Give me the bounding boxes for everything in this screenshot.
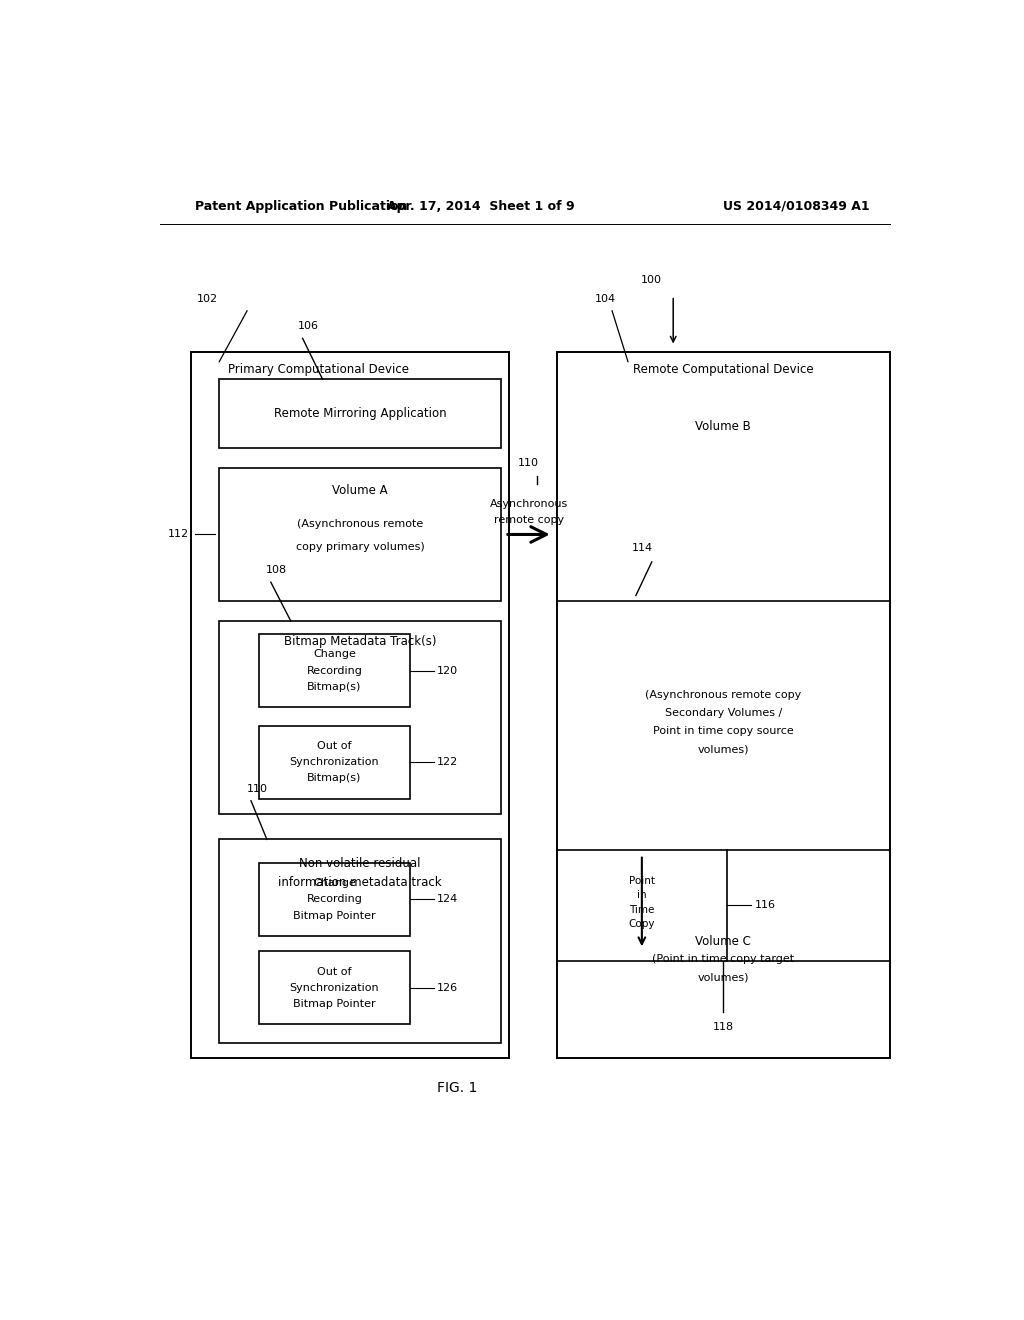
Text: 106: 106	[298, 321, 318, 331]
Text: Remote Computational Device: Remote Computational Device	[633, 363, 813, 376]
Text: Volume B: Volume B	[695, 420, 751, 433]
Text: remote copy: remote copy	[494, 515, 564, 525]
Text: Bitmap(s): Bitmap(s)	[307, 682, 361, 692]
Text: Primary Computational Device: Primary Computational Device	[228, 363, 409, 376]
Text: volumes): volumes)	[697, 973, 749, 982]
Text: Patent Application Publication: Patent Application Publication	[196, 199, 408, 213]
Text: 102: 102	[197, 293, 218, 304]
Text: Volume C: Volume C	[695, 935, 752, 948]
Text: US 2014/0108349 A1: US 2014/0108349 A1	[723, 199, 870, 213]
Text: Bitmap(s): Bitmap(s)	[307, 774, 361, 783]
Text: (Point in time copy target: (Point in time copy target	[652, 954, 795, 965]
Text: Bitmap Metadata Track(s): Bitmap Metadata Track(s)	[284, 635, 436, 648]
Text: Point in time copy source: Point in time copy source	[653, 726, 794, 737]
Text: Remote Mirroring Application: Remote Mirroring Application	[273, 407, 446, 420]
Text: 112: 112	[168, 529, 188, 540]
Text: Volume A: Volume A	[333, 484, 388, 498]
Text: copy primary volumes): copy primary volumes)	[296, 541, 425, 552]
Text: Bitmap Pointer: Bitmap Pointer	[293, 911, 376, 920]
Text: Point: Point	[629, 876, 655, 886]
Text: 108: 108	[266, 565, 287, 576]
Bar	[219, 620, 501, 814]
Text: Non volatile residual: Non volatile residual	[299, 857, 421, 870]
Bar	[259, 634, 410, 708]
Text: (Asynchronous remote copy: (Asynchronous remote copy	[645, 689, 802, 700]
Text: information metadata track: information metadata track	[279, 875, 442, 888]
Bar	[191, 351, 509, 1057]
Text: Change: Change	[313, 649, 355, 660]
Bar	[219, 379, 501, 447]
Bar	[259, 726, 410, 799]
Text: Recording: Recording	[306, 895, 362, 904]
Text: Change: Change	[313, 878, 355, 888]
Bar	[557, 351, 890, 1057]
Text: Secondary Volumes /: Secondary Volumes /	[665, 708, 782, 718]
Text: 122: 122	[437, 758, 459, 767]
Text: Out of: Out of	[317, 966, 351, 977]
Text: FIG. 1: FIG. 1	[437, 1081, 477, 1096]
Bar	[219, 469, 501, 601]
Text: 110: 110	[518, 458, 540, 469]
Text: Bitmap Pointer: Bitmap Pointer	[293, 999, 376, 1008]
Text: volumes): volumes)	[697, 744, 749, 755]
Text: 120: 120	[437, 665, 459, 676]
Bar	[259, 863, 410, 936]
Bar	[219, 840, 501, 1043]
Text: 104: 104	[595, 293, 616, 304]
Text: in: in	[637, 890, 647, 900]
Text: 116: 116	[755, 900, 776, 911]
Text: Synchronization: Synchronization	[290, 758, 379, 767]
Text: Out of: Out of	[317, 741, 351, 751]
Text: Apr. 17, 2014  Sheet 1 of 9: Apr. 17, 2014 Sheet 1 of 9	[387, 199, 574, 213]
Text: 110: 110	[247, 784, 268, 793]
Text: 124: 124	[437, 895, 459, 904]
Text: Recording: Recording	[306, 665, 362, 676]
Text: Synchronization: Synchronization	[290, 983, 379, 993]
Text: Time: Time	[629, 904, 654, 915]
Text: 126: 126	[437, 983, 459, 993]
Text: 114: 114	[632, 543, 653, 553]
Text: 118: 118	[713, 1023, 734, 1032]
Text: 100: 100	[640, 276, 662, 285]
Bar	[259, 952, 410, 1024]
Text: Copy: Copy	[629, 919, 655, 929]
Text: Asynchronous: Asynchronous	[489, 499, 568, 510]
Text: (Asynchronous remote: (Asynchronous remote	[297, 519, 423, 529]
